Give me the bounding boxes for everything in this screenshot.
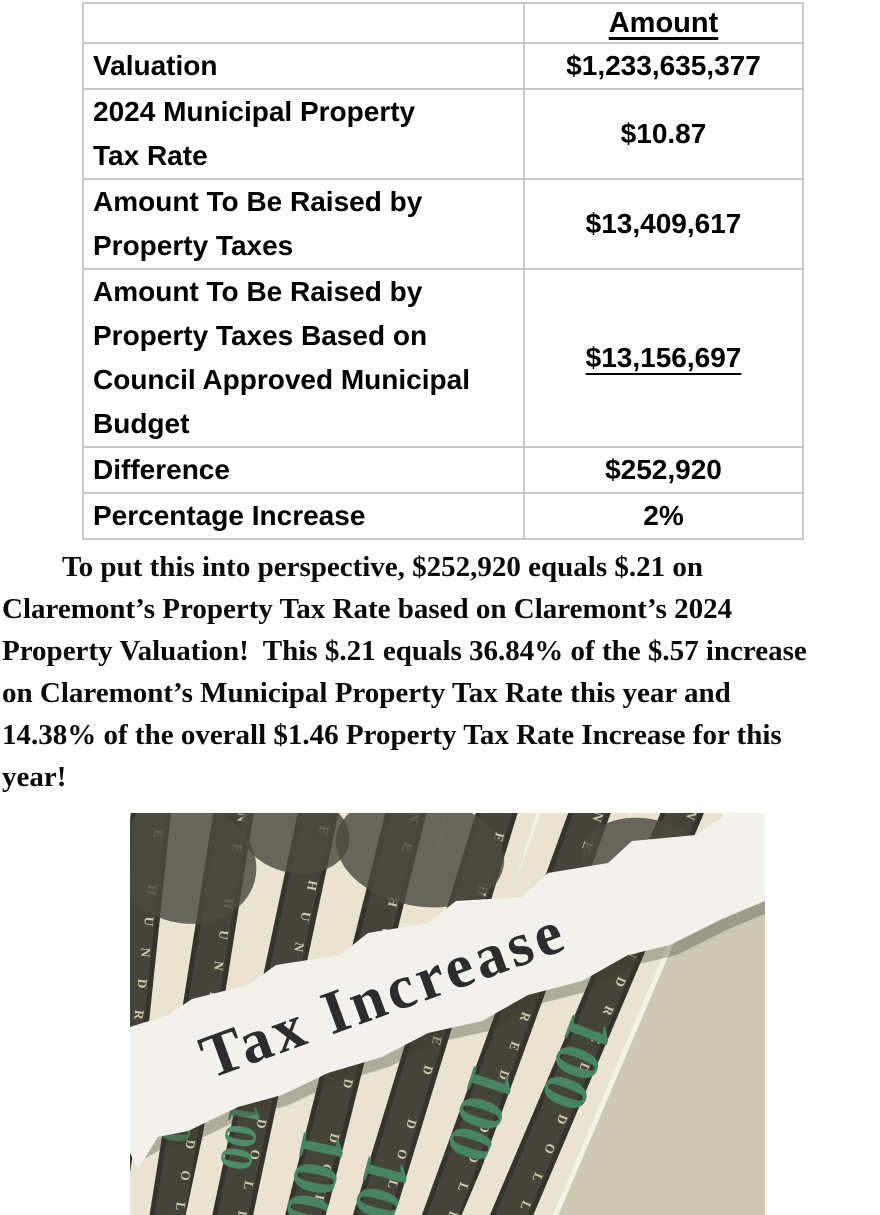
header-empty-cell (82, 2, 525, 44)
row-label: Amount To Be Raised by Property Taxes Ba… (82, 268, 525, 448)
table-row: Percentage Increase 2% (82, 492, 804, 540)
table-row: 2024 Municipal Property Tax Rate $10.87 (82, 88, 804, 180)
row-label: 2024 Municipal Property Tax Rate (82, 88, 525, 180)
row-label: Percentage Increase (82, 492, 525, 540)
row-label: Difference (82, 446, 525, 494)
tax-summary-table: Amount Valuation $1,233,635,377 2024 Mun… (82, 2, 804, 540)
row-value: $252,920 (523, 446, 804, 494)
paragraph-line: Property Valuation! This $.21 equals 36.… (2, 635, 807, 667)
row-value-underlined: $13,156,697 (523, 268, 804, 448)
table-header-row: Amount (82, 2, 804, 44)
row-label: Valuation (82, 42, 525, 90)
table-row: Valuation $1,233,635,377 (82, 42, 804, 90)
paragraph-line: To put this into perspective, $252,920 e… (62, 551, 704, 583)
paragraph-line: Claremont’s Property Tax Rate based on C… (2, 593, 733, 625)
table-row: Amount To Be Raised by Property Taxes Ba… (82, 268, 804, 448)
amount-column-header: Amount (608, 6, 719, 39)
row-value: $13,409,617 (523, 178, 804, 270)
torn-paper (130, 813, 765, 1169)
money-photo-illustration: ONE HUNDRED DOLLARS 100 ONE HUNDRED DOLL… (130, 813, 765, 1215)
paragraph-line: 14.38% of the overall $1.46 Property Tax… (2, 719, 782, 751)
header-amount-cell: Amount (523, 2, 804, 44)
perspective-paragraph: To put this into perspective, $252,920 e… (0, 546, 880, 798)
row-value: $10.87 (523, 88, 804, 180)
table-row: Amount To Be Raised by Property Taxes $1… (82, 178, 804, 270)
paragraph-line: on Claremont’s Municipal Property Tax Ra… (2, 677, 731, 709)
row-value: 2% (523, 492, 804, 540)
paragraph-line: year! (2, 761, 67, 793)
table-row: Difference $252,920 (82, 446, 804, 494)
row-label: Amount To Be Raised by Property Taxes (82, 178, 525, 270)
tax-increase-money-photo: ONE HUNDRED DOLLARS 100 ONE HUNDRED DOLL… (130, 813, 765, 1215)
row-value: $1,233,635,377 (523, 42, 804, 90)
